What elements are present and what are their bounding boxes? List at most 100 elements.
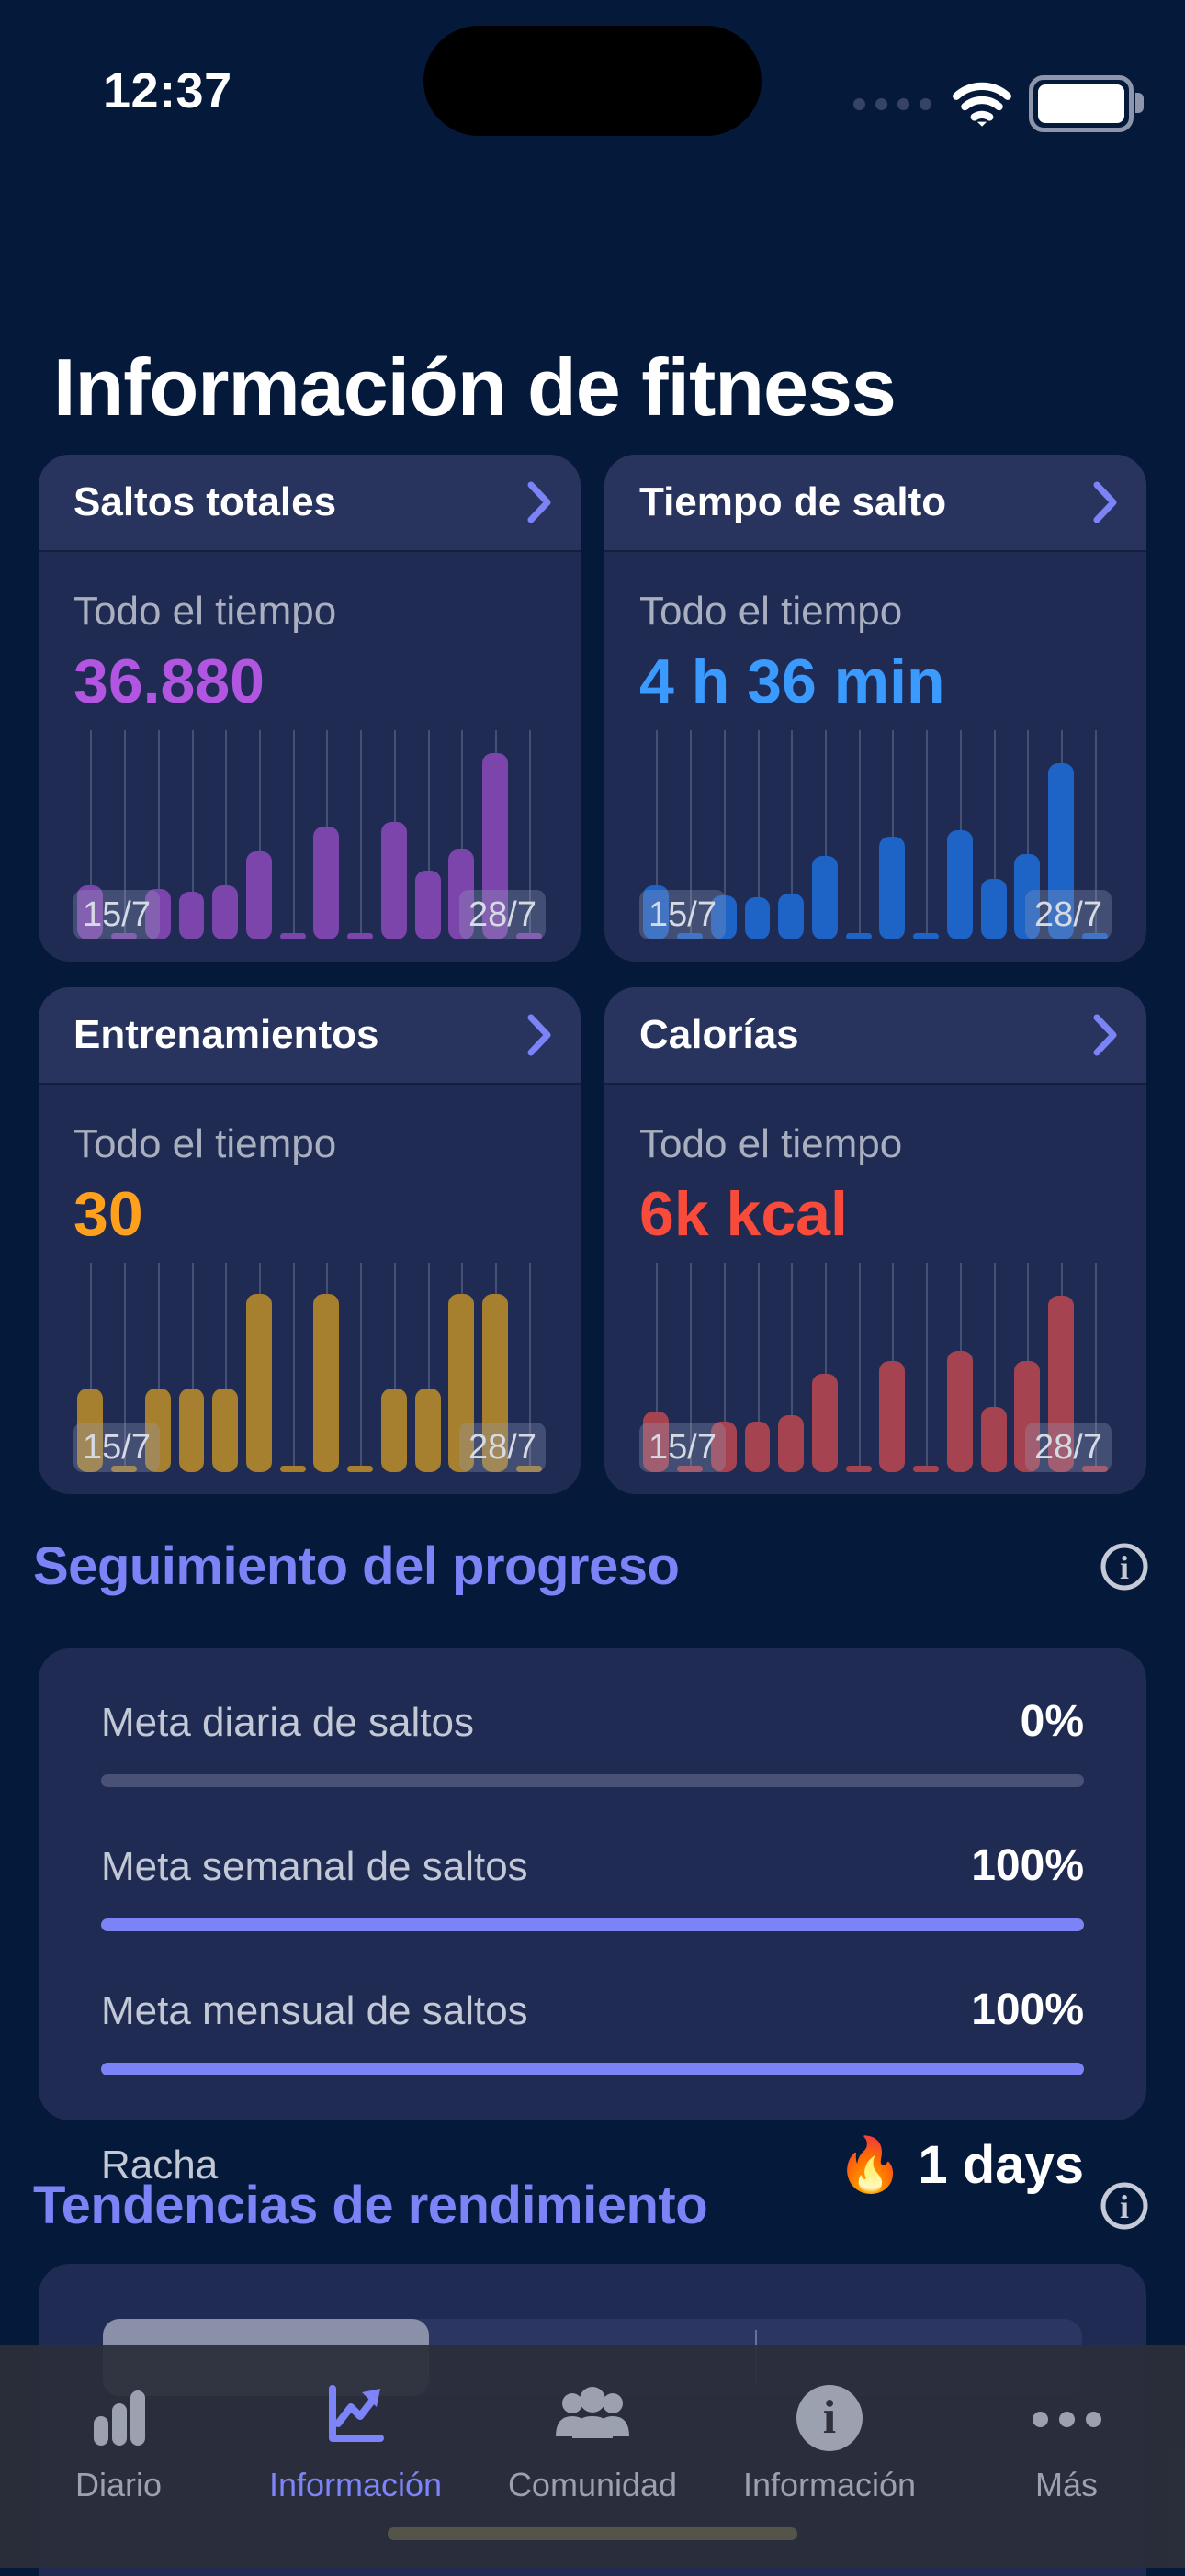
metric-card-header[interactable]: Calorías: [604, 987, 1146, 1085]
chart-bar: [77, 884, 104, 939]
chart-gridline: [124, 1263, 127, 1472]
chart-gridline: [360, 730, 363, 939]
metric-period-label: Todo el tiempo: [639, 589, 903, 634]
chart-bar: [144, 889, 171, 939]
metric-card-title: Saltos totales: [73, 479, 337, 524]
progress-card: Meta diaria de saltos 0% Meta semanal de s…: [39, 1648, 1146, 2195]
metric-card: Saltos totales Todo el tiempo 36.880 15/7 28…: [39, 455, 581, 962]
chevron-right-icon[interactable]: [1091, 1011, 1119, 1059]
chevron-right-icon[interactable]: [525, 478, 553, 526]
chart-bar: [111, 933, 138, 939]
chart-end-date-label: 28/7: [1025, 1423, 1112, 1472]
chart-bar: [313, 1294, 340, 1472]
chart-gridline: [292, 1263, 295, 1472]
tab-informaci-n[interactable]: Información: [237, 2376, 474, 2504]
metric-card-header[interactable]: Saltos totales: [39, 455, 581, 552]
streak-row: Racha 🔥 1 days: [101, 2134, 1084, 2197]
chart-gridline: [427, 1263, 430, 1472]
chart-bar: [448, 1294, 475, 1472]
chart-gridline: [157, 1263, 160, 1472]
chevron-right-icon[interactable]: [1091, 478, 1119, 526]
chart-gridline: [90, 1263, 93, 1472]
metric-value: 30: [73, 1179, 143, 1249]
info-icon[interactable]: i: [1099, 1541, 1150, 1592]
tab-bar: Diario Información Comunidad i Información Má…: [0, 2345, 1185, 2568]
progress-bar-track: [101, 1774, 1084, 1787]
chart-gridline: [993, 730, 996, 939]
chart-gridline: [427, 730, 430, 939]
line-chart-icon: [320, 2376, 391, 2451]
goal-percent: 100%: [971, 1985, 1084, 2034]
chart-gridline: [225, 1263, 228, 1472]
tab-comunidad[interactable]: Comunidad: [474, 2376, 711, 2504]
chevron-right-icon[interactable]: [525, 1011, 553, 1059]
metric-period-label: Todo el tiempo: [73, 589, 337, 634]
goal-label: Meta mensual de saltos: [101, 1988, 528, 2033]
chart-bar: [515, 933, 542, 939]
page-title: Información de fitness: [53, 341, 897, 433]
tab-m-s[interactable]: Más: [948, 2376, 1185, 2504]
chart-bar: [414, 1388, 441, 1472]
chart-start-date-label: 15/7: [73, 890, 160, 939]
chart-bar: [279, 1466, 306, 1472]
chart-gridline: [258, 730, 261, 939]
metric-cards-grid: Saltos totales Todo el tiempo 36.880 15/7 28…: [39, 455, 1146, 1494]
chart-bar: [313, 826, 340, 939]
chart-gridline: [791, 730, 794, 939]
chart-bar: [710, 895, 737, 939]
chart-gridline: [1094, 1263, 1097, 1472]
chart-bar: [812, 855, 838, 939]
chart-bar: [380, 1388, 407, 1472]
chart-bar: [279, 933, 306, 939]
goal-progress-row: Meta mensual de saltos 100%: [101, 1985, 1084, 2075]
metric-card-header[interactable]: Entrenamientos: [39, 987, 581, 1085]
chart-bar: [946, 830, 973, 939]
chart-bar: [380, 822, 407, 939]
chart-bar: [879, 1361, 906, 1472]
streak-value: 🔥 1 days: [837, 2135, 1084, 2195]
chart-gridline: [757, 730, 760, 939]
mini-bar-chart: 15/7 28/7: [73, 730, 546, 939]
tab-informaci-n[interactable]: i Información: [711, 2376, 948, 2504]
chart-bar: [643, 884, 670, 939]
chart-gridline: [528, 1263, 531, 1472]
trends-section-title: Tendencias de rendimiento: [33, 2176, 708, 2235]
chart-gridline: [124, 730, 127, 939]
info-icon[interactable]: i: [1099, 2180, 1150, 2232]
chart-gridline: [393, 1263, 396, 1472]
chart-bar: [1014, 853, 1041, 939]
dynamic-island: [423, 26, 762, 136]
chart-gridline: [824, 730, 827, 939]
chart-bar: [778, 1415, 805, 1472]
progress-bar-track: [101, 1918, 1084, 1931]
ellipsis-icon: [1032, 2376, 1101, 2451]
chart-gridline: [690, 1263, 693, 1472]
goal-percent: 100%: [971, 1841, 1084, 1890]
chart-bar: [946, 1350, 973, 1472]
chart-gridline: [90, 730, 93, 939]
chart-end-date-label: 28/7: [459, 1423, 546, 1472]
chart-bar: [879, 837, 906, 939]
mini-bar-chart: 15/7 28/7: [639, 1263, 1112, 1472]
chart-gridline: [757, 1263, 760, 1472]
home-indicator[interactable]: [388, 2527, 797, 2540]
fire-icon: 🔥: [837, 2135, 904, 2195]
chart-gridline: [993, 1263, 996, 1472]
metric-card-title: Calorías: [639, 1012, 799, 1057]
chart-gridline: [926, 1263, 929, 1472]
goal-progress-row: Meta semanal de saltos 100%: [101, 1840, 1084, 1931]
tab-diario[interactable]: Diario: [0, 2376, 237, 2504]
chart-gridline: [1027, 730, 1030, 939]
chart-bar: [913, 1466, 940, 1472]
tab-label: Comunidad: [507, 2466, 678, 2503]
cellular-signal-icon: [853, 97, 931, 110]
svg-text:i: i: [1120, 1549, 1129, 1586]
chart-bar: [980, 1407, 1007, 1472]
chart-bar: [778, 893, 805, 939]
chart-bar: [77, 1388, 104, 1472]
chart-bar: [178, 1388, 205, 1472]
metric-card-header[interactable]: Tiempo de salto: [604, 455, 1146, 552]
chart-bar: [111, 1466, 138, 1472]
chart-gridline: [157, 730, 160, 939]
chart-bar: [643, 1411, 670, 1472]
